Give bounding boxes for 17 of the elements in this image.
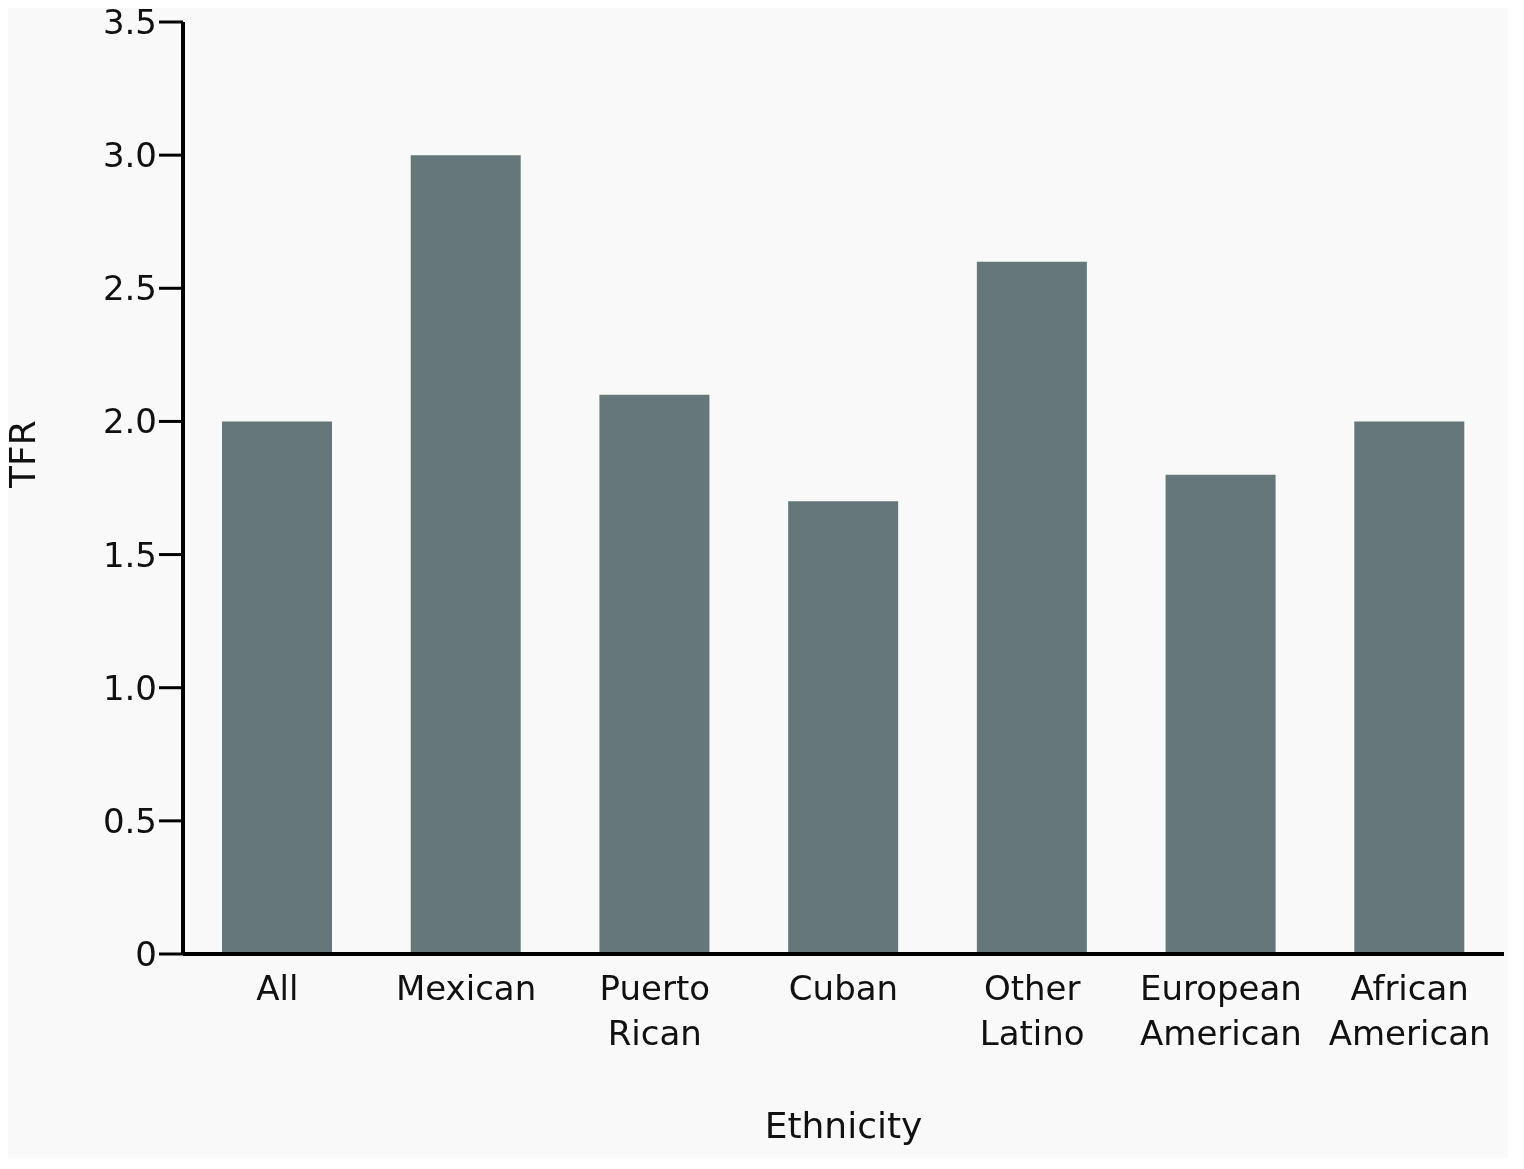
x-tick-label: African American (1328, 968, 1491, 1053)
y-tick-label: 2.5 (102, 268, 157, 309)
x-tick-label: All (256, 968, 299, 1008)
x-tick-label: European American (1139, 968, 1302, 1053)
y-axis-title: TFR (1, 420, 43, 489)
y-tick-label: 3.0 (102, 135, 157, 176)
y-tick-label: 2.0 (102, 401, 157, 442)
y-tick-label: 3.5 (102, 2, 157, 43)
y-tick-label: 0.5 (102, 800, 157, 841)
y-tick-label: 0 (135, 934, 157, 975)
x-tick-label: Cuban (788, 968, 899, 1008)
x-tick-label: Puerto Rican (599, 968, 711, 1053)
x-axis-title: Ethnicity (764, 1105, 923, 1146)
x-tick-label: Mexican (395, 968, 537, 1008)
x-tick-label: Other Latino (979, 968, 1085, 1053)
y-tick-label: 1.5 (102, 534, 157, 575)
y-tick-label: 1.0 (102, 667, 157, 708)
